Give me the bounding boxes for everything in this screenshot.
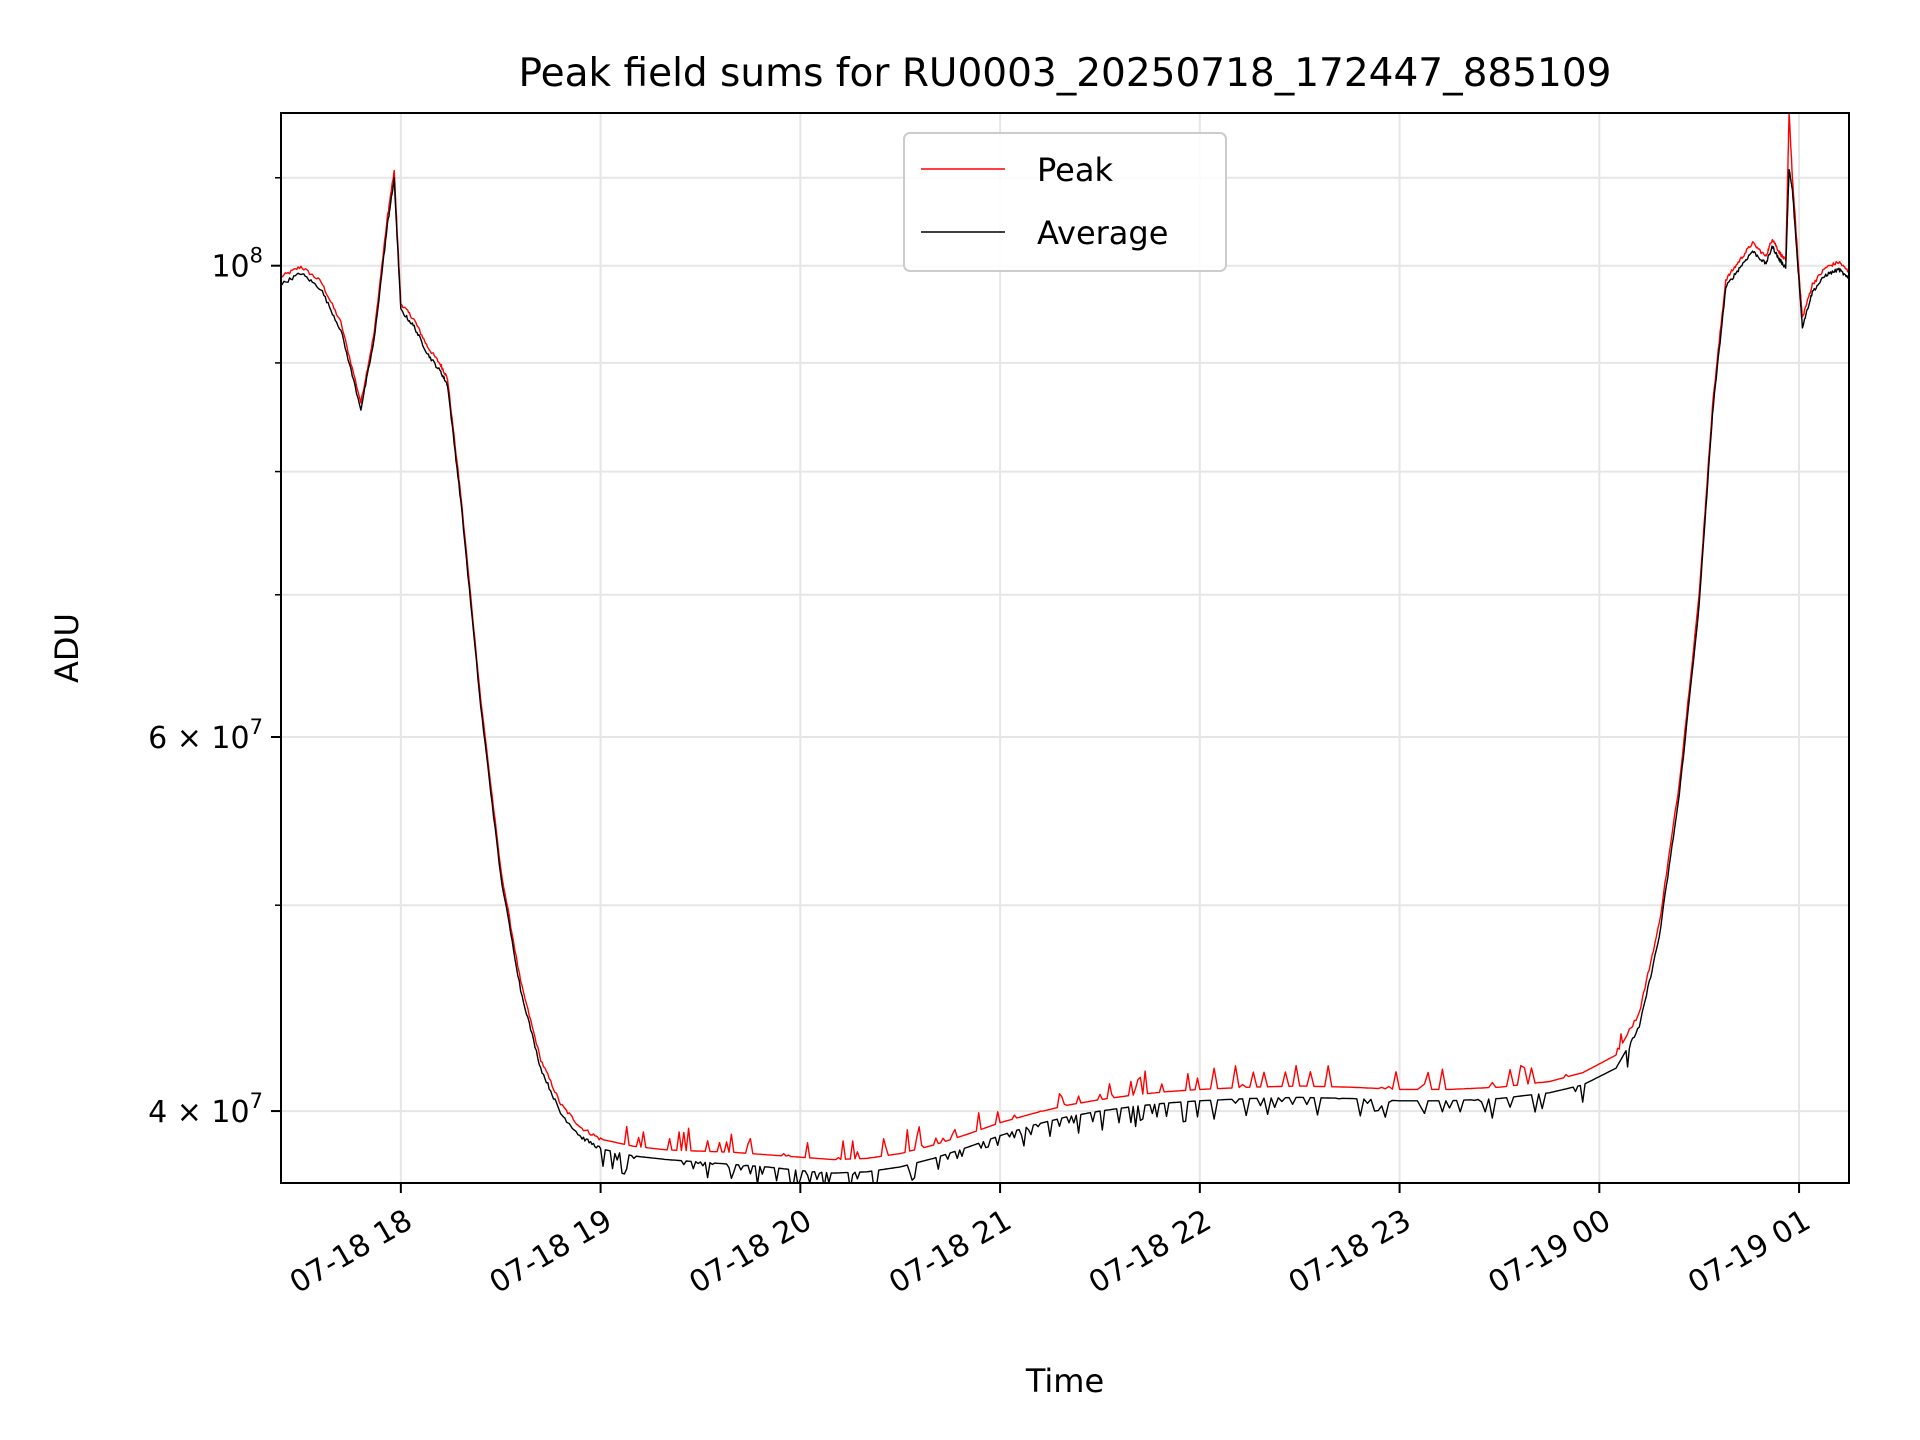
x-axis-label: Time xyxy=(1025,1362,1104,1400)
legend-label-average: Average xyxy=(1037,214,1168,252)
series-layer xyxy=(281,113,1849,1183)
y-axis-label: ADU xyxy=(48,613,86,683)
legend-box xyxy=(903,132,1227,272)
series-line-average xyxy=(281,169,1849,1183)
plot-frame xyxy=(280,112,1850,1184)
y-tick-label: 6 × 107 xyxy=(148,715,263,756)
legend-label-peak: Peak xyxy=(1037,151,1113,189)
y-tick-label: 108 xyxy=(211,244,263,285)
y-axis: 108 6 × 107 4 × 107 xyxy=(148,177,281,1130)
y-tick-label: 4 × 107 xyxy=(148,1089,263,1130)
series-line-peak xyxy=(281,113,1849,1161)
chart-title: Peak field sums for RU0003_20250718_1724… xyxy=(519,51,1612,96)
legend: Peak Average xyxy=(903,132,1227,272)
